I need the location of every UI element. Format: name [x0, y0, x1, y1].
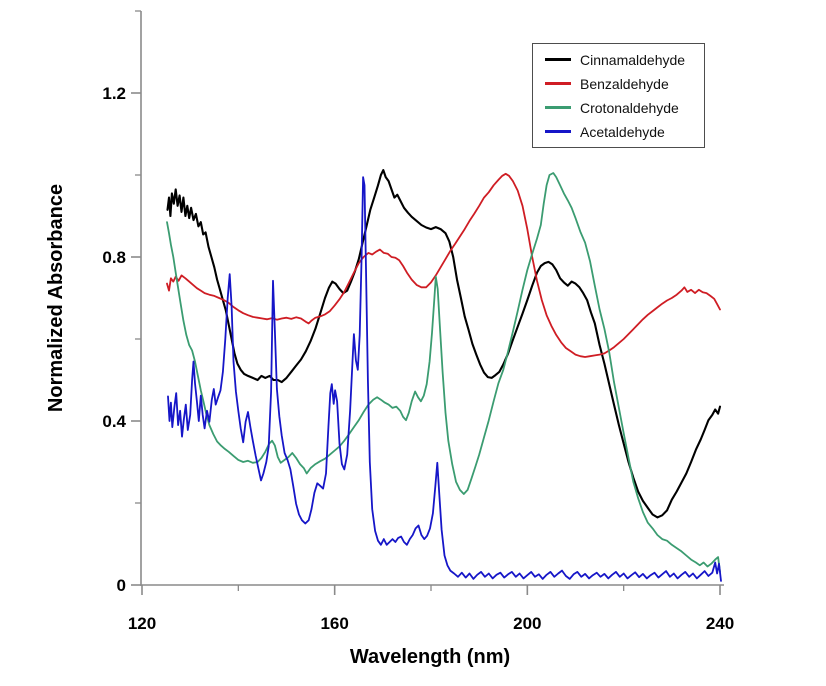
- legend-item-benzaldehyde: Benzaldehyde: [545, 74, 704, 94]
- y-tick-label: 0: [117, 576, 126, 595]
- legend-label: Crotonaldehyde: [580, 99, 679, 116]
- benzaldehyde-line-swatch: [545, 82, 571, 85]
- series-line-crotonaldehyde: [166, 172, 721, 573]
- series-line-cinnamaldehyde: [166, 169, 722, 519]
- series-lines: [166, 169, 722, 582]
- y-axis-title: Normalized Absorbance: [45, 184, 67, 412]
- legend: Cinnamaldehyde Benzaldehyde Crotonaldehy…: [532, 43, 705, 148]
- legend-item-acetaldehyde: Acetaldehyde: [545, 122, 704, 142]
- x-axis-title: Wavelength (nm): [350, 646, 510, 668]
- x-tick-label: 240: [706, 614, 734, 633]
- legend-label: Acetaldehyde: [580, 123, 665, 140]
- series-line-benzaldehyde: [166, 172, 721, 358]
- x-tick-label: 160: [320, 614, 348, 633]
- x-tick-label: 120: [128, 614, 156, 633]
- y-tick-label: 0.4: [102, 412, 126, 431]
- legend-item-crotonaldehyde: Crotonaldehyde: [545, 98, 704, 118]
- series-line-acetaldehyde: [167, 176, 722, 582]
- axis-ticks: 120 160 200 240 0 0.4 0.8 1.2: [102, 10, 734, 633]
- legend-item-cinnamaldehyde: Cinnamaldehyde: [545, 50, 704, 70]
- crotonaldehyde-line-swatch: [545, 106, 571, 109]
- y-tick-label: 0.8: [102, 248, 126, 267]
- cinnamaldehyde-line-swatch: [545, 58, 571, 61]
- acetaldehyde-line-swatch: [545, 130, 571, 133]
- y-tick-label: 1.2: [102, 84, 126, 103]
- legend-label: Benzaldehyde: [580, 75, 669, 92]
- legend-label: Cinnamaldehyde: [580, 51, 686, 68]
- x-tick-label: 200: [513, 614, 541, 633]
